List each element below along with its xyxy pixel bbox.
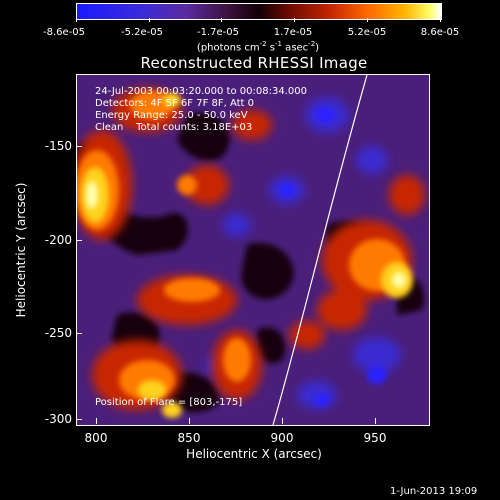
colorbar-tick-label: 8.6e-05	[420, 27, 460, 38]
colorbar-tick-label: -1.7e-05	[197, 27, 239, 38]
info-energy-range: Energy Range: 25.0 - 50.0 keV	[95, 110, 248, 121]
colorbar-tick-label: 1.7e-05	[273, 27, 313, 38]
x-tick-label: 950	[363, 431, 387, 445]
y-tick-label: -150	[44, 139, 72, 153]
colorbar-tick-label: -8.6e-05	[43, 27, 85, 38]
x-tick-label: 800	[84, 431, 108, 445]
colorbar-tick-label: -5.2e-05	[121, 27, 163, 38]
colorbar-tick-mark	[76, 18, 77, 22]
info-detectors: Detectors: 4F 5F 6F 7F 8F, Att 0	[95, 98, 255, 109]
y-axis-label: Heliocentric Y (arcsec)	[14, 182, 28, 318]
colorbar-tick-mark	[440, 18, 441, 22]
timestamp: 1-Jun-2013 19:09	[390, 486, 478, 497]
x-tick-label: 850	[177, 431, 201, 445]
xray-image-map	[77, 75, 429, 425]
image-plot	[76, 74, 430, 426]
y-tick-label: -300	[44, 412, 72, 426]
colorbar-tick-mark	[294, 18, 295, 22]
colorbar-units: (photons cm-2 s-1 asec-2)	[196, 40, 320, 54]
colorbar-tick-mark	[221, 18, 222, 22]
y-tick-label: -250	[44, 326, 72, 340]
info-clean-counts: Clean Total counts: 3.18E+03	[95, 122, 253, 133]
colorbar-tick-mark	[367, 18, 368, 22]
flare-position: Position of Flare = [803,-175]	[95, 397, 243, 408]
y-tick-label: -200	[44, 233, 72, 247]
info-time-range: 24-Jul-2003 00:03:20.000 to 00:08:34.000	[95, 86, 307, 97]
x-axis-label: Heliocentric X (arcsec)	[186, 447, 322, 461]
solar-limb	[272, 75, 368, 425]
colorbar-tick-mark	[149, 18, 150, 22]
colorbar	[76, 3, 442, 20]
colorbar-tick-label: 5.2e-05	[347, 27, 387, 38]
image-title: Reconstructed RHESSI Image	[140, 54, 368, 72]
x-tick-label: 900	[270, 431, 294, 445]
